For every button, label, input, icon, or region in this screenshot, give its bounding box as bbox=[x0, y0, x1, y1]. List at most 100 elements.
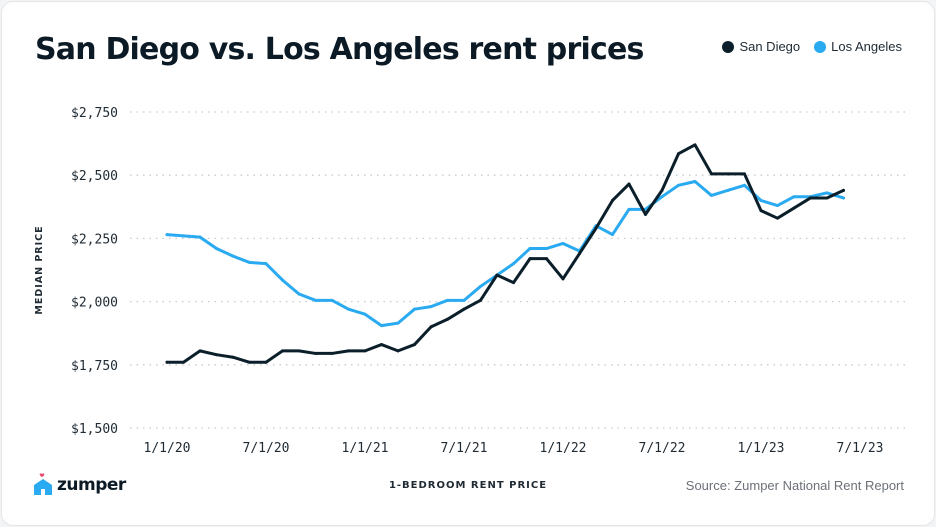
data-point-san-diego bbox=[545, 257, 548, 261]
data-point-san-diego bbox=[561, 277, 565, 281]
data-point-los-angeles bbox=[413, 307, 416, 311]
data-point-san-diego bbox=[231, 355, 235, 359]
data-point-los-angeles bbox=[660, 195, 664, 199]
data-point-san-diego bbox=[330, 351, 334, 355]
data-point-san-diego bbox=[792, 206, 796, 210]
data-point-san-diego bbox=[264, 360, 268, 364]
data-point-san-diego bbox=[842, 188, 845, 192]
data-point-san-diego bbox=[644, 212, 647, 216]
data-point-los-angeles bbox=[396, 321, 400, 325]
legend-label-san-diego: San Diego bbox=[739, 39, 801, 54]
y-tick-label: $1,750 bbox=[71, 359, 118, 374]
data-point-san-diego bbox=[281, 349, 284, 353]
series-line-san-diego bbox=[165, 143, 845, 364]
data-point-los-angeles bbox=[611, 233, 614, 237]
data-point-los-angeles bbox=[231, 254, 235, 258]
data-point-los-angeles bbox=[182, 234, 185, 238]
data-point-san-diego bbox=[165, 360, 169, 364]
x-tick-label: 7/1/21 bbox=[441, 441, 488, 456]
data-point-san-diego bbox=[578, 252, 581, 256]
data-point-los-angeles bbox=[215, 247, 218, 251]
x-tick-label: 1/1/21 bbox=[342, 441, 389, 456]
y-tick-label: $2,250 bbox=[71, 232, 118, 247]
data-point-san-diego bbox=[759, 209, 763, 213]
data-point-los-angeles bbox=[710, 193, 713, 197]
data-point-san-diego bbox=[380, 343, 383, 347]
data-point-san-diego bbox=[479, 298, 482, 302]
data-point-los-angeles bbox=[363, 312, 367, 316]
data-point-los-angeles bbox=[330, 298, 334, 302]
data-point-san-diego bbox=[396, 349, 400, 353]
data-point-los-angeles bbox=[842, 196, 845, 200]
data-point-san-diego bbox=[825, 196, 829, 200]
data-point-san-diego bbox=[363, 349, 367, 353]
data-point-los-angeles bbox=[561, 241, 565, 245]
y-axis-label: MEDIAN PRICE bbox=[34, 225, 45, 314]
legend-dot-los-angeles bbox=[814, 40, 827, 53]
data-point-san-diego bbox=[347, 349, 350, 353]
source-note: Source: Zumper National Rent Report bbox=[685, 478, 904, 493]
data-point-los-angeles bbox=[429, 305, 433, 309]
data-point-los-angeles bbox=[165, 233, 169, 237]
data-point-los-angeles bbox=[446, 298, 449, 302]
data-point-los-angeles bbox=[627, 207, 631, 211]
data-point-los-angeles bbox=[281, 278, 284, 282]
data-point-san-diego bbox=[528, 257, 532, 261]
legend-dot-san-diego bbox=[722, 40, 735, 53]
data-point-los-angeles bbox=[462, 298, 466, 302]
data-point-los-angeles bbox=[347, 307, 350, 311]
data-point-san-diego bbox=[512, 281, 515, 285]
legend-item-san-diego: San Diego bbox=[722, 39, 800, 54]
brand-name: zumper bbox=[57, 475, 126, 495]
series-line-los-angeles bbox=[165, 180, 845, 328]
data-point-los-angeles bbox=[776, 204, 779, 208]
data-point-san-diego bbox=[462, 307, 466, 311]
y-tick-label: $2,750 bbox=[71, 106, 118, 121]
x-tick-label: 1/1/22 bbox=[540, 441, 587, 456]
y-tick-label: $2,000 bbox=[71, 296, 118, 311]
zumper-logo: zumper bbox=[33, 473, 126, 497]
legend-label-los-angeles: Los Angeles bbox=[831, 39, 902, 54]
x-tick-label: 1/1/20 bbox=[144, 441, 191, 456]
data-point-san-diego bbox=[594, 226, 598, 230]
data-point-los-angeles bbox=[314, 298, 317, 302]
data-point-los-angeles bbox=[479, 284, 482, 288]
data-point-los-angeles bbox=[825, 191, 829, 195]
data-point-los-angeles bbox=[198, 235, 202, 239]
data-point-san-diego bbox=[611, 198, 614, 202]
data-point-san-diego bbox=[710, 172, 713, 176]
data-point-san-diego bbox=[413, 343, 416, 347]
data-point-san-diego bbox=[809, 196, 812, 200]
data-point-san-diego bbox=[446, 317, 449, 321]
data-point-los-angeles bbox=[264, 262, 268, 266]
data-point-san-diego bbox=[182, 360, 185, 364]
data-point-san-diego bbox=[627, 182, 631, 186]
data-point-los-angeles bbox=[545, 247, 548, 251]
data-point-los-angeles bbox=[528, 247, 532, 251]
data-point-san-diego bbox=[198, 349, 202, 353]
data-point-los-angeles bbox=[726, 188, 730, 192]
data-point-san-diego bbox=[215, 353, 218, 357]
data-point-los-angeles bbox=[759, 198, 763, 202]
chart-title: San Diego vs. Los Angeles rent prices bbox=[35, 32, 644, 67]
data-point-los-angeles bbox=[677, 183, 680, 187]
x-tick-label: 1/1/23 bbox=[738, 441, 785, 456]
legend: San Diego Los Angeles bbox=[722, 39, 902, 54]
data-point-san-diego bbox=[429, 325, 433, 329]
x-tick-label: 7/1/22 bbox=[639, 441, 686, 456]
data-point-san-diego bbox=[776, 216, 779, 220]
y-tick-label: $1,500 bbox=[71, 422, 118, 437]
data-point-san-diego bbox=[314, 351, 317, 355]
legend-item-los-angeles: Los Angeles bbox=[814, 39, 902, 54]
x-tick-label: 7/1/20 bbox=[243, 441, 290, 456]
data-point-san-diego bbox=[726, 172, 730, 176]
x-tick-label: 7/1/23 bbox=[837, 441, 884, 456]
data-point-san-diego bbox=[248, 360, 251, 364]
data-point-san-diego bbox=[297, 349, 301, 353]
data-point-los-angeles bbox=[743, 183, 746, 187]
data-point-san-diego bbox=[495, 273, 499, 277]
data-point-los-angeles bbox=[512, 262, 515, 266]
data-point-los-angeles bbox=[248, 260, 251, 264]
